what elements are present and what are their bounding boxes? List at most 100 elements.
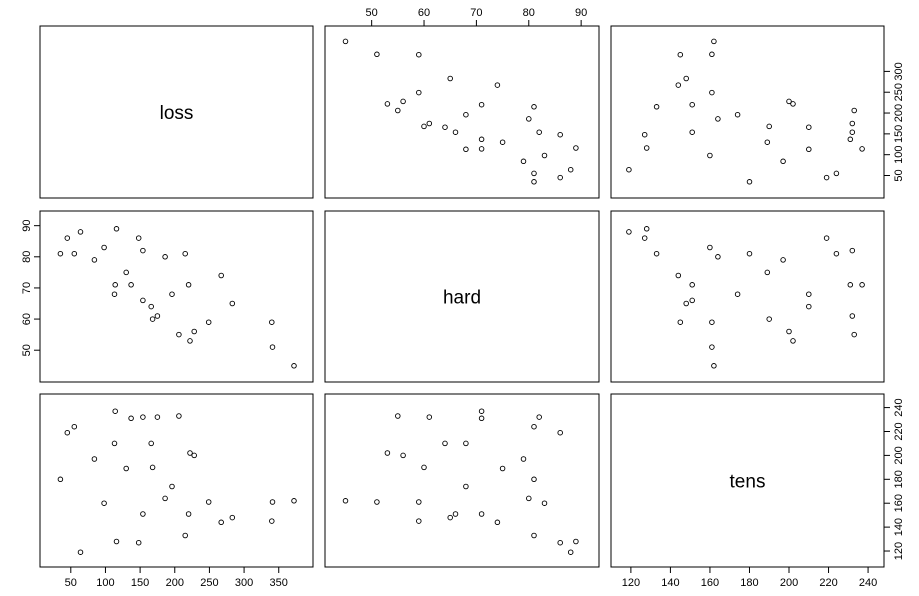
variable-label-tens: tens	[730, 472, 766, 493]
point-tens-vs-hard-19	[557, 539, 563, 546]
point-tens-vs-hard-9	[478, 511, 485, 517]
point-tens-vs-hard-6	[416, 499, 422, 505]
point-loss-vs-tens-23	[859, 146, 865, 152]
point-loss-vs-hard-17	[452, 129, 459, 135]
point-hard-vs-tens-15	[766, 316, 772, 322]
point-hard-vs-tens-12	[734, 291, 741, 297]
point-hard-vs-tens-8	[790, 338, 796, 344]
right-loss-tick-label: 250	[893, 83, 905, 101]
point-loss-vs-tens-12	[734, 111, 741, 118]
point-hard-vs-tens-5	[675, 272, 682, 279]
bottom-loss-tick-label: 100	[96, 577, 114, 589]
bottom-tens-tick-label: 180	[740, 577, 758, 589]
point-loss-vs-tens-5	[675, 82, 682, 88]
point-loss-vs-tens-25	[707, 152, 713, 159]
point-loss-vs-hard-3	[416, 51, 422, 58]
point-hard-vs-loss-30	[57, 250, 64, 257]
point-hard-vs-tens-3	[677, 319, 684, 325]
point-loss-vs-tens-8	[790, 101, 796, 107]
left-hard-tick-label: 70	[21, 282, 33, 294]
point-hard-vs-loss-29	[64, 235, 71, 241]
right-loss-tick-label: 200	[893, 104, 905, 122]
point-tens-vs-hard-10	[531, 532, 537, 539]
point-loss-vs-tens-1	[711, 38, 717, 45]
point-hard-vs-loss-14	[154, 313, 161, 319]
bottom-tens-tick-label: 240	[859, 577, 877, 589]
point-hard-vs-loss-5	[218, 272, 224, 279]
top-hard-tick-label: 50	[366, 7, 378, 19]
point-tens-vs-hard-14	[426, 414, 433, 420]
point-hard-vs-loss-11	[176, 331, 182, 338]
point-hard-vs-tens-27	[626, 229, 632, 235]
point-tens-vs-loss-4	[229, 514, 236, 521]
bottom-tens-tick-label: 200	[780, 577, 798, 589]
point-tens-vs-hard-17	[452, 511, 459, 517]
point-tens-vs-hard-22	[573, 538, 579, 545]
panel-hard-hard	[324, 210, 600, 383]
point-loss-vs-tens-26	[780, 158, 786, 165]
point-loss-vs-hard-29	[557, 174, 563, 181]
point-hard-vs-tens-18	[849, 247, 856, 254]
point-hard-vs-loss-1	[291, 363, 297, 369]
point-hard-vs-loss-27	[77, 229, 84, 235]
point-tens-vs-hard-21	[499, 465, 506, 472]
point-hard-vs-tens-1	[711, 363, 717, 369]
point-loss-vs-hard-21	[499, 139, 506, 145]
point-loss-vs-tens-7	[786, 98, 792, 105]
point-hard-vs-loss-18	[140, 247, 146, 254]
point-tens-vs-hard-23	[478, 408, 485, 414]
point-loss-vs-hard-20	[478, 136, 485, 143]
point-hard-vs-tens-10	[653, 250, 660, 257]
point-loss-vs-tens-11	[851, 107, 857, 114]
point-hard-vs-loss-7	[191, 328, 197, 335]
point-hard-vs-loss-22	[113, 226, 120, 232]
point-loss-vs-tens-15	[766, 123, 772, 130]
point-tens-vs-hard-8	[384, 450, 391, 456]
point-loss-vs-tens-3	[677, 51, 684, 58]
point-tens-vs-loss-20	[128, 415, 134, 422]
point-hard-vs-tens-25	[707, 244, 713, 251]
bottom-tens-tick-label: 120	[622, 577, 640, 589]
point-tens-vs-loss-27	[77, 549, 84, 555]
point-loss-vs-hard-15	[421, 123, 427, 130]
point-hard-vs-tens-23	[859, 282, 865, 288]
point-loss-vs-hard-24	[463, 146, 469, 153]
left-hard-tick-label: 80	[21, 251, 33, 263]
panel-loss-loss	[39, 25, 314, 199]
point-hard-vs-loss-4	[229, 300, 236, 307]
point-tens-vs-hard-24	[463, 440, 469, 447]
point-loss-vs-hard-23	[478, 146, 485, 152]
panel-loss-hard	[324, 25, 600, 199]
point-loss-vs-hard-26	[520, 158, 527, 165]
bottom-loss-tick-label: 250	[200, 577, 218, 589]
point-hard-vs-tens-22	[643, 226, 650, 232]
right-loss-tick-label: 100	[893, 146, 905, 164]
point-hard-vs-tens-2	[709, 344, 715, 350]
point-hard-vs-tens-24	[806, 291, 812, 297]
point-tens-vs-loss-12	[169, 483, 175, 490]
point-hard-vs-loss-10	[182, 250, 188, 257]
point-tens-vs-loss-10	[182, 532, 188, 539]
bottom-loss-tick-label: 200	[166, 577, 184, 589]
point-loss-vs-tens-10	[653, 104, 660, 110]
point-tens-vs-loss-22	[113, 538, 120, 545]
left-hard-tick-label: 50	[21, 344, 33, 356]
point-loss-vs-hard-2	[374, 51, 380, 58]
point-loss-vs-hard-9	[478, 101, 485, 108]
point-hard-vs-tens-9	[689, 282, 695, 288]
point-hard-vs-loss-15	[149, 316, 156, 322]
point-tens-vs-hard-30	[531, 476, 537, 483]
point-loss-vs-hard-8	[384, 101, 391, 107]
point-tens-vs-loss-14	[154, 414, 161, 420]
point-hard-vs-loss-6	[205, 319, 212, 325]
point-tens-vs-loss-30	[57, 476, 64, 483]
point-tens-vs-loss-24	[111, 440, 118, 447]
point-loss-vs-hard-19	[557, 131, 563, 138]
bottom-loss-tick-label: 50	[65, 577, 77, 589]
point-loss-vs-hard-16	[442, 124, 448, 130]
point-hard-vs-tens-26	[780, 257, 786, 263]
point-loss-vs-hard-18	[536, 129, 542, 135]
point-tens-vs-hard-5	[494, 519, 501, 526]
point-loss-vs-hard-10	[531, 104, 537, 110]
